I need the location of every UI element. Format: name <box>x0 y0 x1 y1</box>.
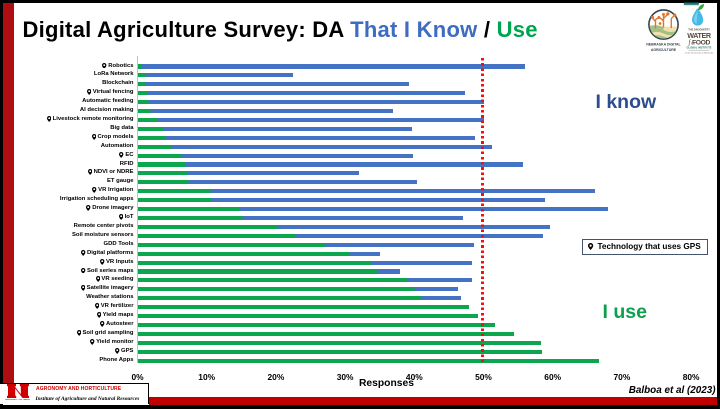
svg-text:at the University of Nebraska: at the University of Nebraska <box>685 51 714 54</box>
svg-text:THE DAUGHERTY: THE DAUGHERTY <box>688 29 710 32</box>
svg-text:or: or <box>691 42 696 47</box>
svg-text:NEBRASKA DIGITAL: NEBRASKA DIGITAL <box>646 43 681 47</box>
svg-text:FOOD: FOOD <box>692 39 711 46</box>
svg-text:WATER: WATER <box>687 31 712 40</box>
svg-text:GLOBAL INSTITUTE: GLOBAL INSTITUTE <box>686 45 711 49</box>
svg-text:AGRICULTURE: AGRICULTURE <box>651 48 677 52</box>
svg-text:f: f <box>689 40 692 47</box>
